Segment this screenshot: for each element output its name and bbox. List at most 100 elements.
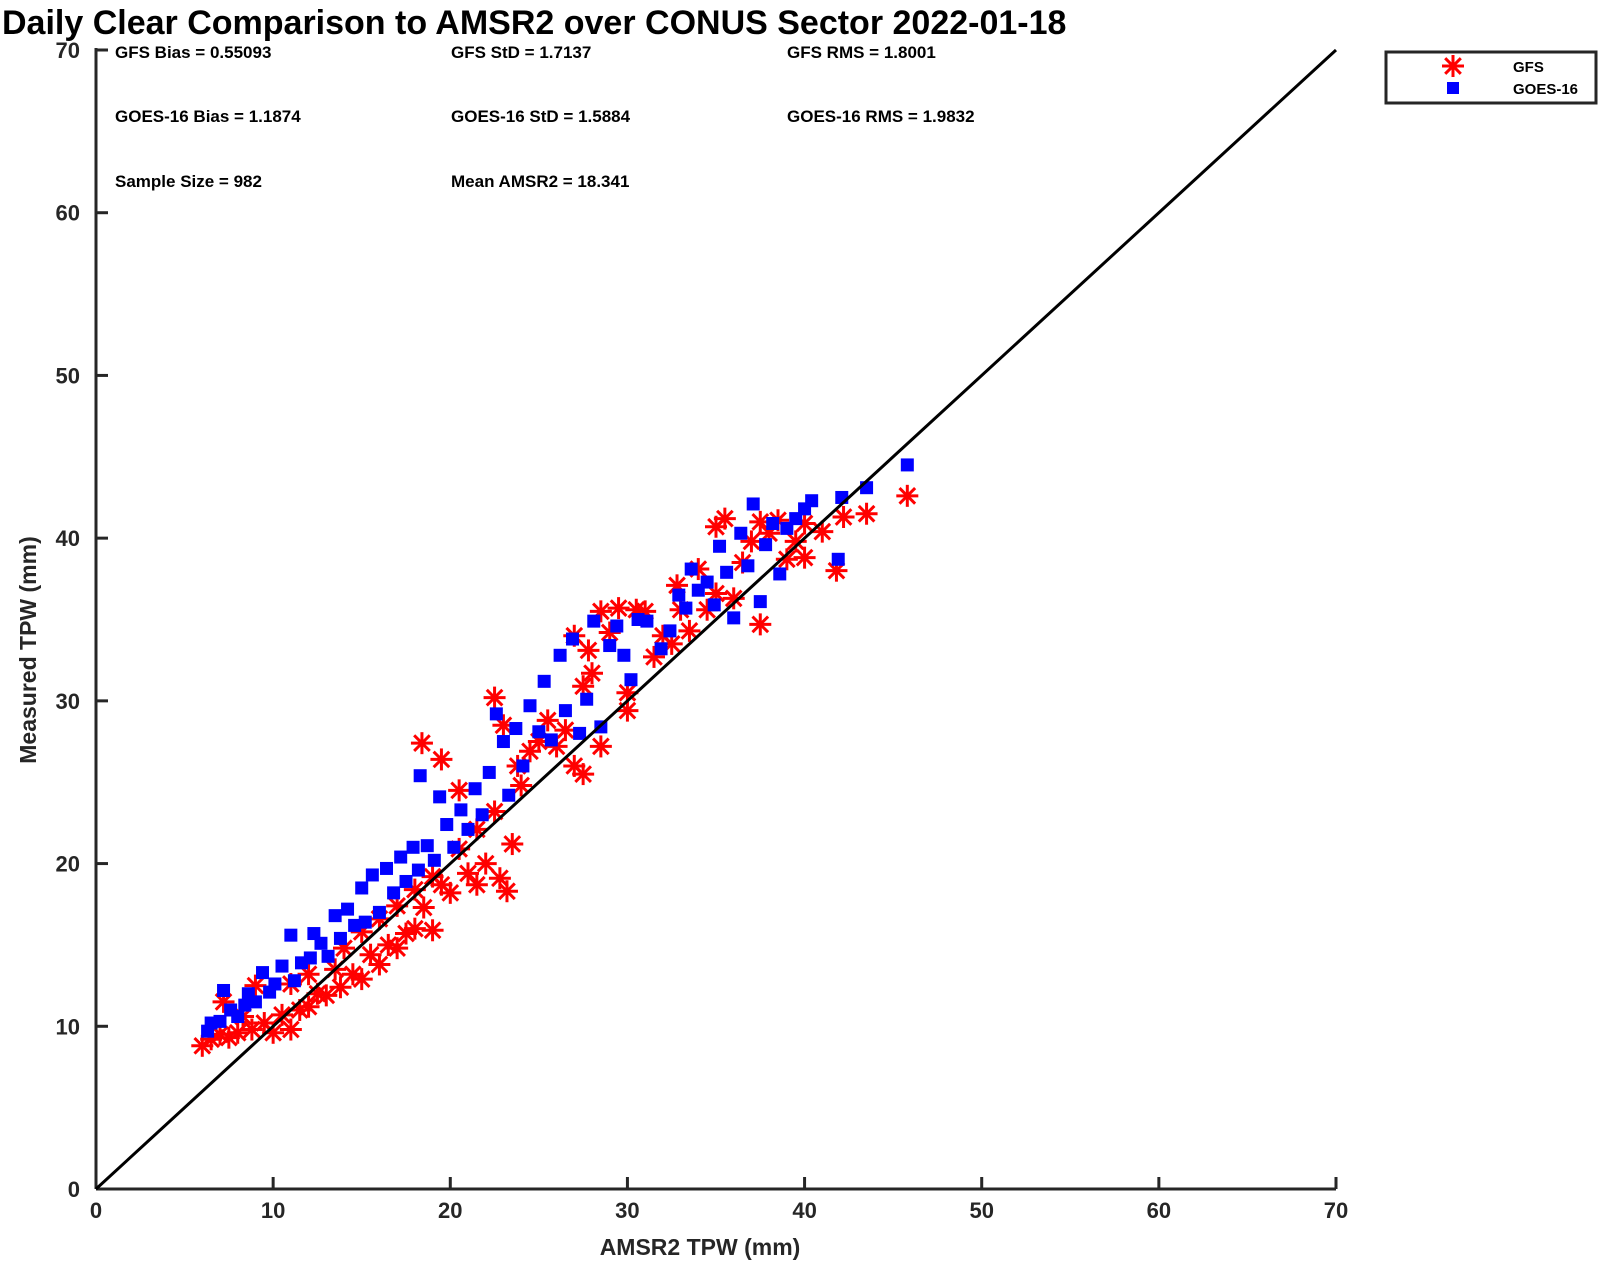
y-tick-label: 20 <box>56 852 80 877</box>
x-axis-label: AMSR2 TPW (mm) <box>600 1234 801 1260</box>
goes16-data-point <box>544 733 558 747</box>
stat-value: GFS StD = 1.7137 <box>451 43 591 62</box>
goes16-data-point <box>307 927 321 941</box>
goes16-data-point <box>509 722 523 736</box>
gfs-data-point <box>278 1017 304 1043</box>
gfs-data-point <box>894 483 920 509</box>
legend-gfs-marker <box>1440 53 1466 79</box>
goes16-data-point <box>496 735 510 749</box>
gfs-data-point <box>606 595 632 621</box>
statistics-annotations: GFS Bias = 0.55093 GFS StD = 1.7137 GFS RM… <box>115 43 975 191</box>
goes16-data-point <box>387 886 401 900</box>
goes16-data-point <box>380 861 394 875</box>
goes16-data-point <box>287 974 301 988</box>
gfs-data-point <box>409 730 435 756</box>
legend-box <box>1384 50 1598 105</box>
gfs-data-point <box>428 746 454 772</box>
goes16-data-point <box>482 765 496 779</box>
plot-area <box>94 48 1336 1191</box>
goes16-data-point <box>355 881 369 895</box>
stat-value: GOES-16 Bias = 1.1874 <box>115 107 301 126</box>
gfs-data-point <box>411 895 437 921</box>
goes16-data-point <box>440 818 454 832</box>
x-tick-label: 30 <box>615 1198 639 1223</box>
goes16-data-point <box>314 936 328 950</box>
gfs-data-point <box>499 831 525 857</box>
goes16-data-point <box>805 494 819 508</box>
gfs-data-point <box>854 501 880 527</box>
y-tick-label: 0 <box>68 1177 80 1202</box>
chart-title: Daily Clear Comparison to AMSR2 over CON… <box>2 4 1066 42</box>
goes16-data-point <box>248 995 262 1009</box>
goes16-data-point <box>831 552 845 566</box>
legend-label: GFS <box>1513 59 1544 76</box>
y-tick-label: 70 <box>56 38 80 63</box>
goes16-data-point <box>420 839 434 853</box>
goes16-data-point <box>720 565 734 579</box>
stat-value: GOES-16 StD = 1.5884 <box>451 107 631 126</box>
goes16-data-point <box>516 759 530 773</box>
goes16-data-point <box>773 567 787 581</box>
goes16-data-point <box>684 562 698 576</box>
goes16-data-point <box>394 850 408 864</box>
goes16-data-point <box>303 951 317 965</box>
goes16-data-point <box>284 928 298 942</box>
goes16-data-point <box>654 642 668 656</box>
y-axis-label: Measured TPW (mm) <box>15 536 41 763</box>
goes16-data-point <box>427 853 441 867</box>
stat-value: GFS RMS = 1.8001 <box>787 43 936 62</box>
goes16-data-point <box>275 959 289 973</box>
legend-label: GOES-16 <box>1513 81 1578 98</box>
goes16-data-point <box>213 1014 227 1028</box>
goes16-data-point <box>321 949 335 963</box>
legend: GFS GOES-16 <box>1384 50 1598 105</box>
goes16-data-point <box>587 614 601 628</box>
goes16-data-point <box>454 803 468 817</box>
y-tick-label: 10 <box>56 1014 80 1039</box>
goes16-data-point <box>537 674 551 688</box>
goes16-data-point <box>238 998 252 1012</box>
x-tick-label: 70 <box>1324 1198 1348 1223</box>
goes16-data-point <box>766 516 780 530</box>
goes16-data-point <box>358 915 372 929</box>
goes16-data-point <box>558 704 572 718</box>
goes16-data-point <box>413 769 427 783</box>
stat-value: GOES-16 RMS = 1.9832 <box>787 107 975 126</box>
legend-goes16-marker <box>1447 82 1459 94</box>
gfs-data-point <box>482 685 508 711</box>
goes16-data-point <box>663 624 677 638</box>
gfs-data-point <box>575 637 601 663</box>
goes16-data-point <box>573 726 587 740</box>
goes16-data-point <box>365 868 379 882</box>
goes16-data-point <box>433 790 447 804</box>
scatter-series <box>189 458 920 1059</box>
x-tick-label: 60 <box>1147 1198 1171 1223</box>
goes16-data-point <box>328 909 342 923</box>
goes16-data-point <box>672 588 686 602</box>
goes16-data-point <box>789 512 803 526</box>
goes16-data-point <box>256 966 270 980</box>
goes16-data-point <box>447 840 461 854</box>
goes16-data-point <box>348 918 362 932</box>
gfs-data-point <box>349 966 375 992</box>
one-to-one-reference-line <box>94 48 1338 1191</box>
goes16-data-point <box>707 598 721 612</box>
x-tick-label: 50 <box>969 1198 993 1223</box>
goes16-data-point <box>700 575 714 589</box>
stat-value: Sample Size = 982 <box>115 172 262 191</box>
goes16-data-point <box>406 840 420 854</box>
x-tick-label: 10 <box>261 1198 285 1223</box>
gfs-data-point <box>494 878 520 904</box>
goes16-data-point <box>341 902 355 916</box>
gfs-data-point <box>464 872 490 898</box>
goes16-data-point <box>523 699 537 713</box>
goes16-data-point <box>610 619 624 633</box>
goes16-data-point <box>679 601 693 615</box>
stat-value: GFS Bias = 0.55093 <box>115 43 271 62</box>
gfs-data-point <box>809 519 835 545</box>
gfs-data-point <box>437 880 463 906</box>
x-tick-label: 40 <box>792 1198 816 1223</box>
gfs-data-point <box>792 545 818 571</box>
goes16-data-point <box>713 539 727 553</box>
y-tick-label: 30 <box>56 689 80 714</box>
